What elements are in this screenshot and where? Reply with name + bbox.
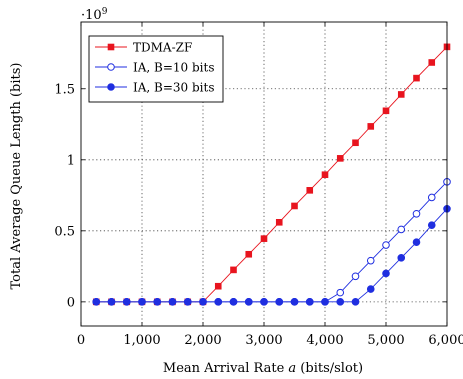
data-point xyxy=(260,235,268,242)
data-point xyxy=(168,298,177,306)
data-point xyxy=(290,298,299,306)
x-tick-label: 6,000 xyxy=(428,333,463,348)
legend-label: IA, B=30 bits xyxy=(133,81,215,95)
data-point xyxy=(397,91,405,98)
data-point xyxy=(382,107,390,115)
series-line xyxy=(96,208,448,303)
data-point xyxy=(275,218,283,226)
y-tick-label: 1.5 xyxy=(54,82,75,97)
y-axis-label: Total Average Queue Length (bits) xyxy=(9,63,24,290)
x-axis-label-unit: (bits/slot) xyxy=(296,361,363,376)
data-point xyxy=(352,139,359,147)
legend-label: TDMA-ZF xyxy=(133,41,192,55)
y-axis-multiplier: ·109 xyxy=(81,7,108,23)
data-point xyxy=(305,298,314,306)
data-point xyxy=(183,298,192,306)
series-line xyxy=(96,181,448,303)
legend-entry-ia-b-30-bits: IA, B=30 bits xyxy=(95,81,215,95)
x-tick-labels: 0 1,000 2,000 3,000 4,000 5,000 6,000 xyxy=(77,333,463,348)
series-ia-b-30-bits xyxy=(92,205,451,306)
data-point xyxy=(336,288,345,297)
data-point xyxy=(291,202,298,210)
data-point xyxy=(321,298,329,306)
data-point xyxy=(199,298,207,306)
x-axis-label-text: Mean Arrival Rate xyxy=(163,361,289,376)
x-tick-label: 3,000 xyxy=(245,333,282,348)
data-point xyxy=(245,250,253,258)
legend-entry-ia-b-10-bits: IA, B=10 bits xyxy=(95,61,215,75)
data-point xyxy=(275,298,284,306)
x-tick-label: 5,000 xyxy=(367,333,404,348)
data-point xyxy=(397,225,406,234)
data-point xyxy=(366,285,375,293)
plot-frame xyxy=(80,21,448,327)
data-point xyxy=(92,298,101,306)
legend-entry-tdma-zf: TDMA-ZF xyxy=(95,41,192,55)
legend-marker xyxy=(107,83,115,91)
x-tick-label: 4,000 xyxy=(306,333,343,348)
legend: TDMA-ZF IA, B=10 bits IA, B=30 bits xyxy=(88,35,224,103)
data-point xyxy=(397,254,406,262)
data-point xyxy=(229,298,238,306)
series-ia-b-10-bits xyxy=(92,178,451,306)
y-multiplier-base: ·10 xyxy=(81,8,102,23)
x-axis-label: Mean Arrival Rate a (bits/slot) xyxy=(163,361,363,376)
data-point xyxy=(427,221,436,229)
data-point xyxy=(366,256,375,265)
legend-marker xyxy=(107,63,115,71)
data-point xyxy=(336,298,345,306)
data-point xyxy=(336,155,344,162)
data-point xyxy=(427,193,436,202)
x-axis-label-variable: a xyxy=(288,361,296,376)
data-point xyxy=(428,59,436,66)
x-tick-label: 2,000 xyxy=(184,333,221,348)
data-point xyxy=(351,298,360,306)
data-point xyxy=(367,123,375,130)
data-point xyxy=(153,298,162,306)
data-point xyxy=(306,187,314,194)
data-point xyxy=(230,266,237,274)
y-multiplier-exponent: 9 xyxy=(102,7,108,17)
data-point xyxy=(138,298,146,306)
y-tick-label: 1 xyxy=(67,153,75,168)
data-point xyxy=(382,269,390,278)
data-point xyxy=(122,298,131,306)
y-tick-label: 0 xyxy=(67,295,75,310)
data-point xyxy=(244,298,253,306)
legend-label: IA, B=10 bits xyxy=(133,61,215,75)
axis-ticks xyxy=(80,22,448,326)
data-point xyxy=(382,241,390,249)
x-tick-label: 0 xyxy=(77,333,85,348)
x-tick-label: 1,000 xyxy=(123,333,160,348)
data-point xyxy=(412,238,421,246)
series-layer xyxy=(92,43,451,306)
data-point xyxy=(260,298,268,306)
data-point xyxy=(413,74,420,82)
data-point xyxy=(351,272,360,281)
data-point xyxy=(107,298,116,306)
y-tick-labels: 0 0.5 1 1.5 xyxy=(54,82,75,310)
data-point xyxy=(214,298,223,306)
data-point xyxy=(412,209,421,218)
y-tick-label: 0.5 xyxy=(54,224,75,239)
data-point xyxy=(321,171,329,179)
data-point xyxy=(214,282,222,290)
legend-marker xyxy=(107,43,115,51)
